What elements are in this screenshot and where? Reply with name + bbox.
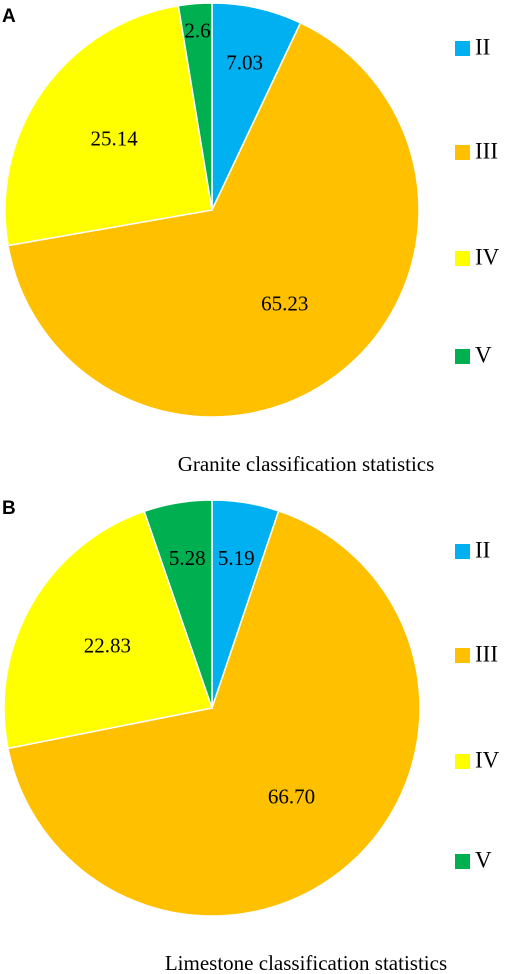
pie-slice-b-v [143,499,213,709]
legend-label-a-iv: IV [475,244,500,269]
chart-caption-b: Limestone classification statistics [165,951,447,974]
pie-slice-a-iii [7,21,420,418]
panel-letter-a: A [2,6,16,27]
slice-value-label-a-ii: 7.03 [226,50,263,74]
legend-swatch-b-iii [455,648,470,663]
legend-label-a-iii: III [475,138,498,163]
legend-swatch-b-ii [455,544,470,559]
legend-label-b-iii: III [475,641,498,666]
slice-value-label-b-ii: 5.19 [218,546,255,570]
pie-slice-a-v [177,2,213,211]
legend-swatch-a-iv [455,251,470,266]
slice-value-label-a-v: 2.6 [184,18,210,42]
pie-slice-b-iv [3,510,213,750]
slice-value-label-a-iv: 25.14 [90,126,138,150]
legend-label-a-ii: II [475,34,490,59]
slice-value-label-b-iv: 22.83 [84,634,131,658]
legend-swatch-b-v [455,854,470,869]
legend-swatch-a-v [455,349,470,364]
legend-swatch-a-iii [455,145,470,160]
chart-caption-a: Granite classification statistics [178,452,435,476]
legend-label-b-ii: II [475,537,490,562]
legend-label-b-iv: IV [475,747,500,772]
pie-slice-a-iv [4,4,213,247]
slice-value-label-b-v: 5.28 [169,546,206,570]
legend-label-a-v: V [475,342,492,367]
slice-value-label-b-iii: 66.70 [268,785,315,809]
legend-swatch-b-iv [455,754,470,769]
panel-letter-b: B [2,498,16,519]
slice-value-label-a-iii: 65.23 [261,291,308,315]
legend-label-b-v: V [475,847,492,872]
pie-slice-b-iii [7,510,421,917]
legend-swatch-a-ii [455,41,470,56]
